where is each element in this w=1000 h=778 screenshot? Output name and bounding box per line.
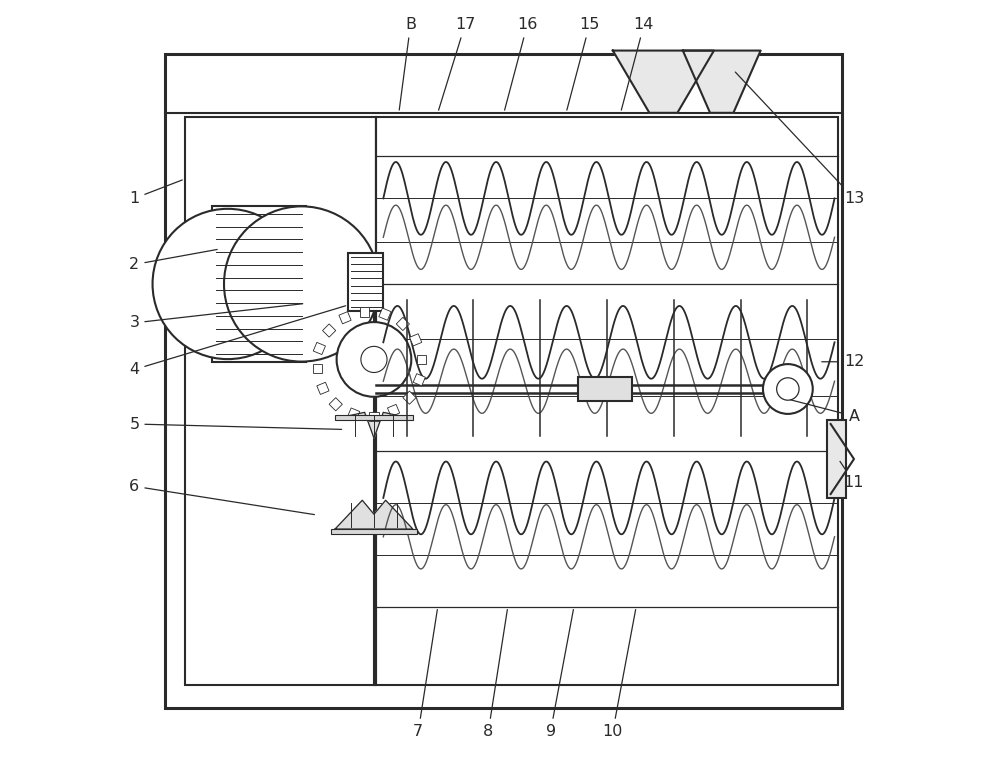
Text: 17: 17 xyxy=(439,17,475,110)
Bar xyxy=(379,308,391,321)
Circle shape xyxy=(153,209,303,359)
Bar xyxy=(578,377,632,401)
Circle shape xyxy=(777,378,799,400)
Bar xyxy=(335,415,413,420)
Text: 14: 14 xyxy=(621,17,654,110)
Text: B: B xyxy=(399,17,416,110)
Text: 11: 11 xyxy=(840,461,864,490)
Bar xyxy=(403,391,416,405)
Bar xyxy=(331,529,417,534)
Bar xyxy=(329,398,342,411)
Text: 9: 9 xyxy=(546,610,573,739)
Bar xyxy=(417,355,426,364)
Text: 2: 2 xyxy=(129,250,217,272)
Text: 4: 4 xyxy=(129,306,346,377)
Bar xyxy=(212,206,306,362)
Bar xyxy=(410,334,422,346)
Polygon shape xyxy=(335,500,413,529)
Polygon shape xyxy=(683,51,761,113)
Text: 13: 13 xyxy=(735,72,864,206)
Bar xyxy=(313,342,325,355)
Bar xyxy=(376,117,838,685)
Text: 5: 5 xyxy=(129,416,342,432)
Polygon shape xyxy=(339,412,409,438)
Bar xyxy=(369,412,379,421)
Text: 7: 7 xyxy=(413,610,437,739)
Bar xyxy=(323,324,336,337)
Bar xyxy=(339,312,351,324)
Bar xyxy=(396,317,409,331)
Text: 15: 15 xyxy=(567,17,600,110)
Bar xyxy=(413,373,425,386)
Bar xyxy=(165,54,842,708)
Circle shape xyxy=(337,322,411,397)
Circle shape xyxy=(361,346,387,373)
Bar xyxy=(387,405,400,416)
Bar xyxy=(317,382,329,394)
Text: 8: 8 xyxy=(483,610,507,739)
Text: 12: 12 xyxy=(822,354,864,370)
Bar xyxy=(348,408,360,420)
Bar xyxy=(360,307,369,317)
Bar xyxy=(827,420,846,498)
Text: 6: 6 xyxy=(129,478,314,514)
Text: 3: 3 xyxy=(129,303,303,331)
Circle shape xyxy=(763,364,813,414)
Text: A: A xyxy=(791,400,859,424)
Bar xyxy=(348,253,383,311)
Text: 10: 10 xyxy=(603,610,636,739)
Text: 1: 1 xyxy=(129,180,182,206)
Bar xyxy=(313,364,322,373)
Bar xyxy=(185,117,376,685)
Circle shape xyxy=(224,206,379,362)
Polygon shape xyxy=(613,51,714,113)
Text: 16: 16 xyxy=(505,17,537,110)
